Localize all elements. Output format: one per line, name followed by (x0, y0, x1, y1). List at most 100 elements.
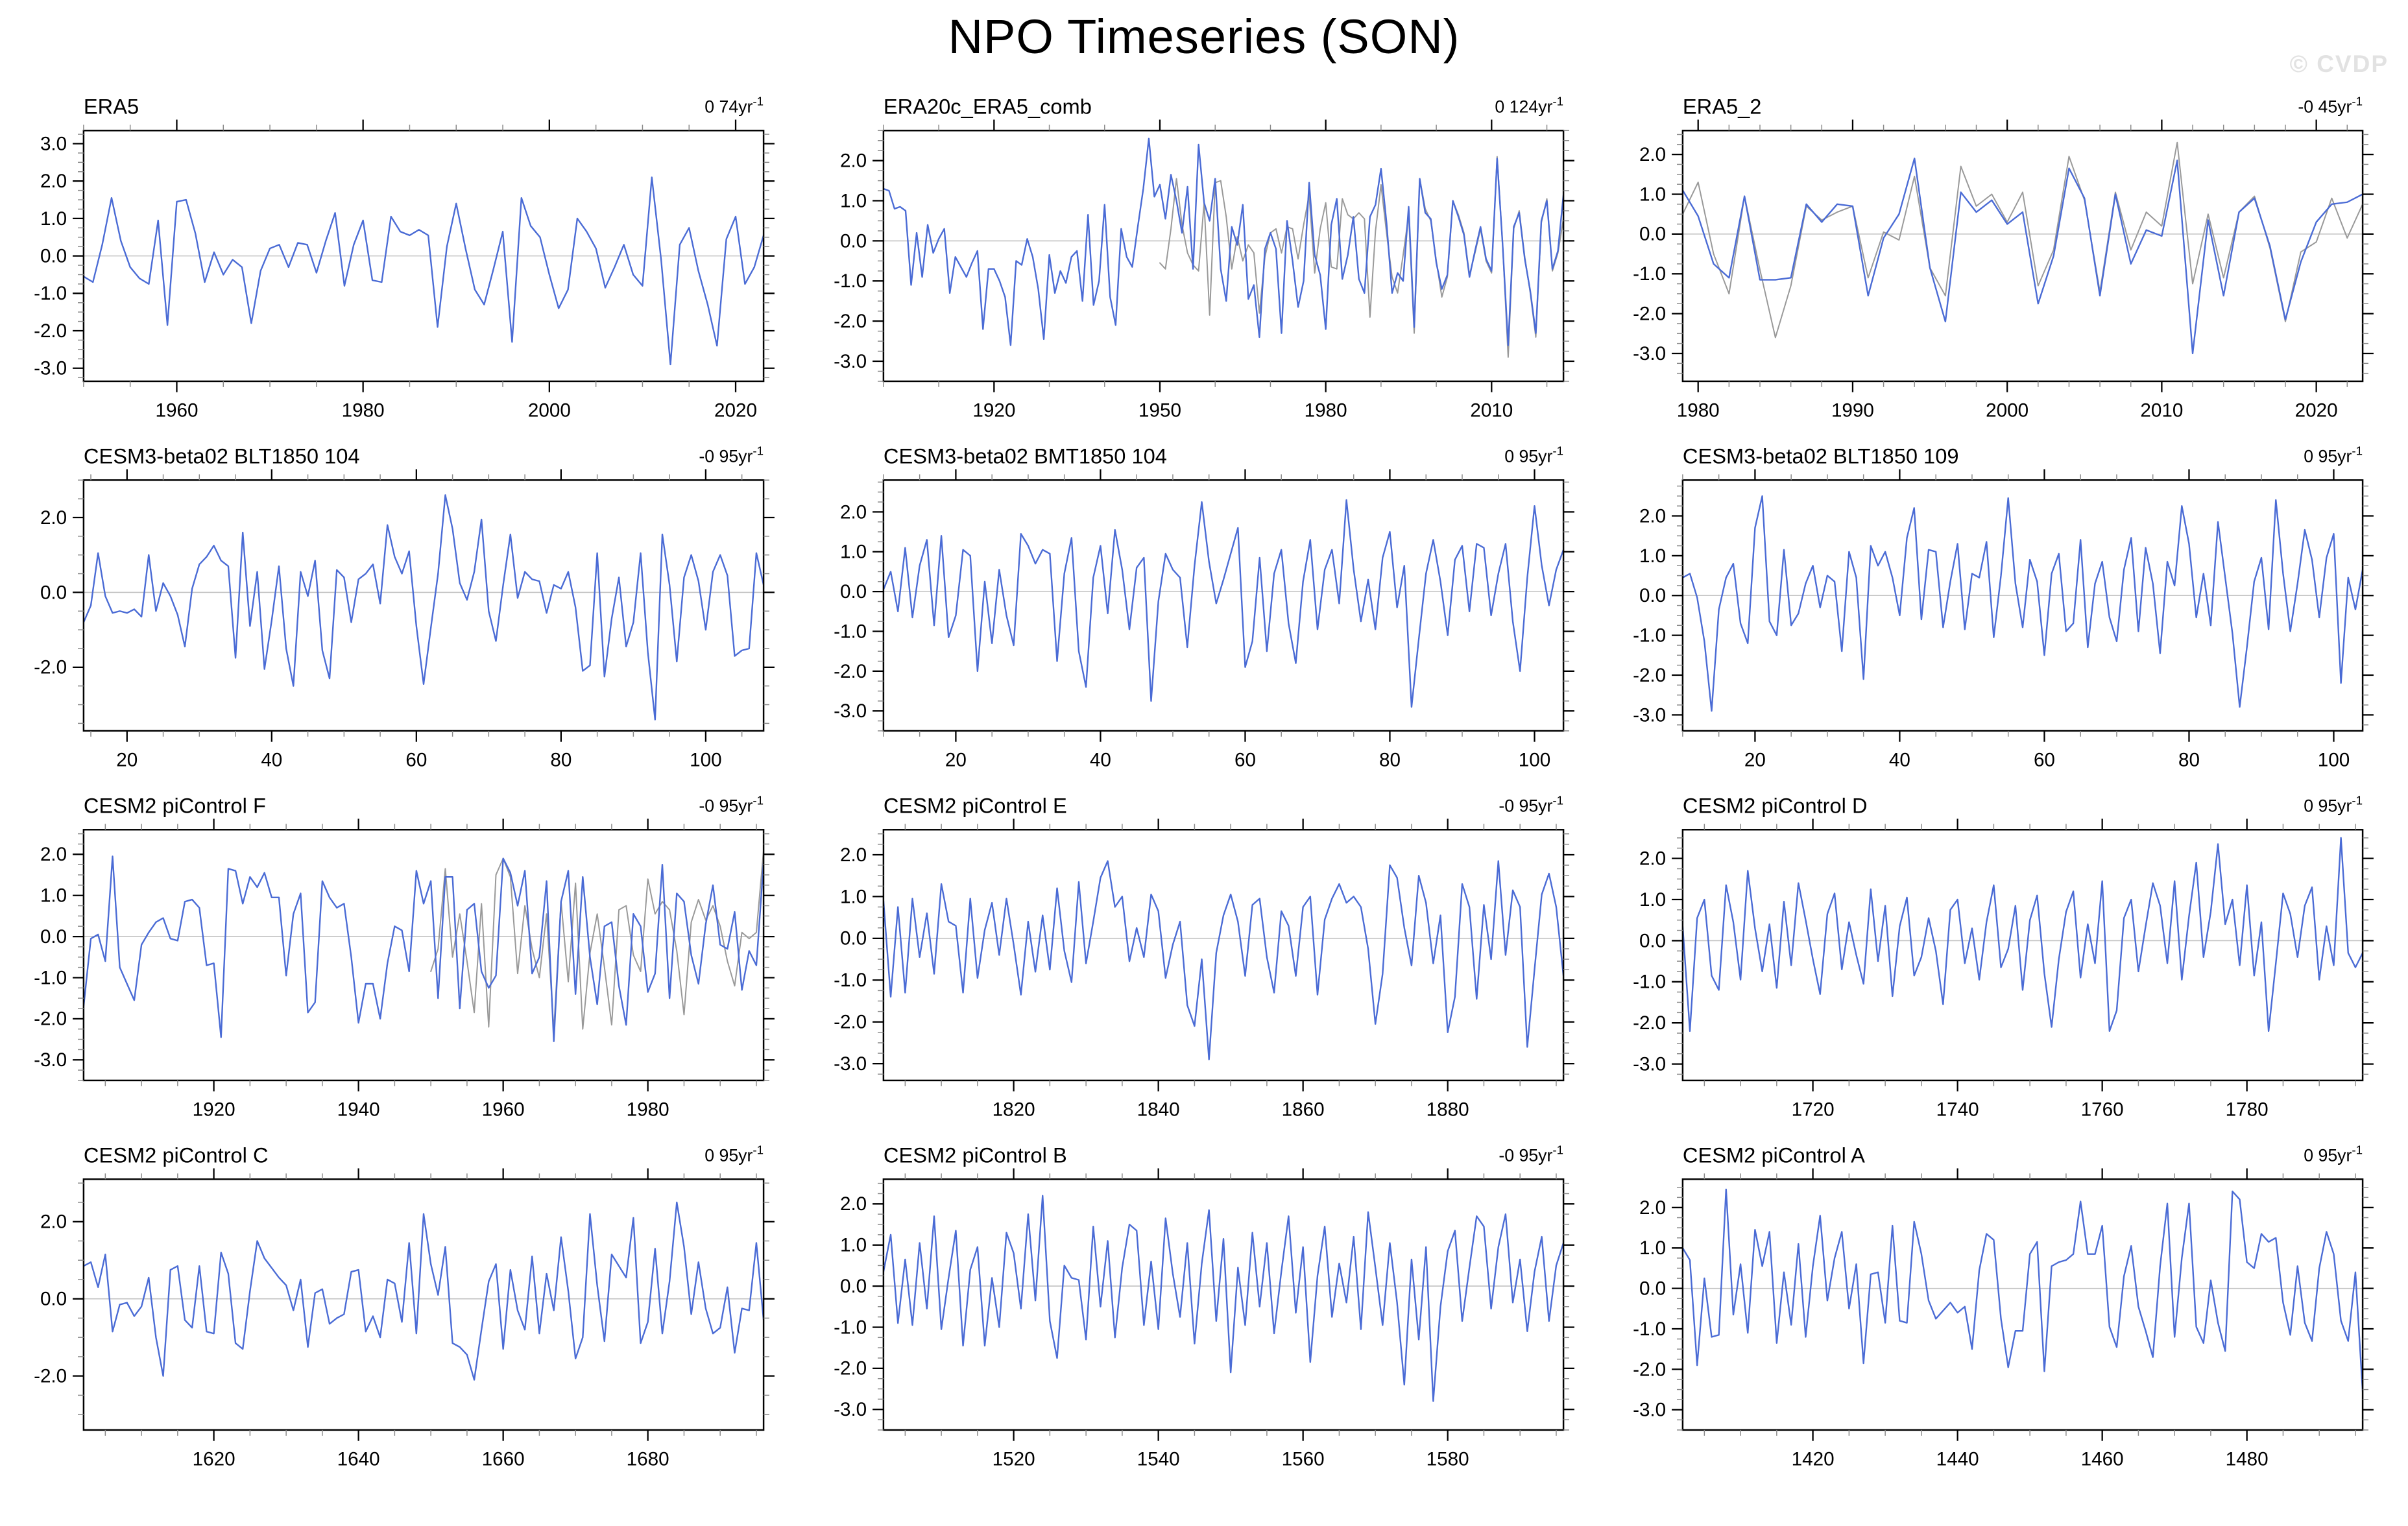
y-axis-label: -3.0 (834, 700, 867, 722)
y-axis-label: -3.0 (34, 358, 67, 379)
axis-ticks (872, 1168, 1574, 1441)
x-axis-label: 40 (261, 749, 282, 770)
chart-svg: 1960 1980 2000 2020 3.0 2.0 1.0 0.0 -1.0 -2.0 -3.0… (34, 95, 775, 421)
series-group (83, 494, 764, 721)
chart-svg: 1820 1840 1860 1880 2.0 1.0 0.0 -1.0 -2.0 -3.0 CES… (834, 793, 1574, 1120)
chart-panel-era20c-era5-comb: 1920 1950 1980 2010 2.0 1.0 0.0 -1.0 -2.0 -3.0 ERA… (819, 89, 1589, 439)
x-axis-label: 1760 (2081, 1099, 2124, 1120)
chart-title: ERA20c_ERA5_comb (884, 95, 1092, 119)
series-line-primary (883, 499, 1563, 708)
y-axis-label: 1.0 (1639, 184, 1666, 205)
y-axis-label: 2.0 (40, 844, 67, 865)
y-axis-label: -3.0 (834, 1399, 867, 1420)
y-axis-label: -2.0 (1633, 303, 1666, 324)
y-axis-label: -1.0 (834, 621, 867, 642)
x-axis-label: 1990 (1831, 399, 1874, 421)
y-axis-label: -3.0 (1633, 704, 1666, 726)
trend-label: 0 124yr-1 (1495, 95, 1563, 117)
chart-panel-cesm2-picontrol-e: 1820 1840 1860 1880 2.0 1.0 0.0 -1.0 -2.0 -3.0 CES… (819, 789, 1589, 1138)
chart-svg: 1980 1990 2000 2010 2020 2.0 1.0 0.0 -1.0 -2.0 -3.… (1633, 95, 2374, 421)
y-axis-label: -2.0 (34, 320, 67, 342)
y-axis-label: 2.0 (840, 150, 867, 172)
x-axis-label: 20 (945, 749, 967, 770)
y-axis-label: -3.0 (834, 1053, 867, 1075)
chart-svg: 1620 1640 1660 1680 2.0 0.0 -2.0 CESM2 piContro… (34, 1143, 775, 1470)
chart-title: CESM3-beta02 BMT1850 104 (884, 444, 1167, 468)
y-axis-label: -3.0 (34, 1049, 67, 1071)
y-axis-label: -2.0 (1633, 1012, 1666, 1034)
x-axis-label: 20 (116, 749, 138, 770)
x-axis-label: 80 (1379, 749, 1401, 770)
axis-labels: 20 40 60 80 100 2.0 1.0 0.0 -1.0 -2.0 -3.0 (1633, 505, 2350, 770)
axis-labels: 20 40 60 80 100 2.0 1.0 0.0 -1.0 -2.0 -3.0 (834, 501, 1550, 770)
plot-border (882, 130, 1564, 383)
x-axis-label: 2000 (528, 399, 571, 421)
series-line-primary (883, 1195, 1563, 1402)
trend-label: -0 95yr-1 (699, 444, 764, 466)
y-axis-label: 2.0 (840, 1193, 867, 1215)
y-axis-label: -2.0 (834, 1358, 867, 1379)
y-axis-label: 2.0 (40, 507, 67, 529)
y-axis-label: -2.0 (1633, 665, 1666, 686)
series-group (883, 137, 1563, 358)
series-line-primary (83, 494, 764, 721)
y-axis-label: -2.0 (34, 1008, 67, 1030)
plot-border (82, 828, 765, 1082)
chart-svg: 20 40 60 80 100 2.0 1.0 0.0 -1.0 -2.0 -3.0 CESM3-be… (1633, 444, 2374, 770)
x-axis-label: 80 (550, 749, 572, 770)
y-axis-label: 1.0 (840, 190, 867, 211)
chart-title: CESM3-beta02 BLT1850 104 (84, 444, 360, 468)
x-axis-label: 1920 (972, 399, 1015, 421)
chart-panel-cesm3-bmt1850-104: 20 40 60 80 100 2.0 1.0 0.0 -1.0 -2.0 -3.0 CESM3-be… (819, 439, 1589, 789)
x-axis-label: 1960 (155, 399, 198, 421)
x-axis-label: 1440 (1936, 1448, 1979, 1470)
chart-panel-era5: 1960 1980 2000 2020 3.0 2.0 1.0 0.0 -1.0 -2.0 -3.0… (19, 89, 789, 439)
plot-border (1681, 828, 2364, 1082)
series-line-primary (1683, 837, 2363, 1032)
series-line-secondary (1683, 141, 2363, 339)
axis-ticks (1672, 818, 2374, 1091)
chart-title: CESM2 piControl F (84, 793, 266, 817)
page-header: NPO Timeseries (SON) © CVDP (0, 0, 2408, 89)
y-axis-label: -1.0 (1633, 1318, 1666, 1340)
x-axis-label: 40 (1889, 749, 1910, 770)
x-axis-label: 100 (690, 749, 721, 770)
y-axis-label: 0.0 (840, 230, 867, 252)
x-axis-label: 1780 (2226, 1099, 2269, 1120)
x-axis-label: 1980 (1677, 399, 1720, 421)
y-axis-label: 1.0 (1639, 1237, 1666, 1259)
x-axis-label: 40 (1090, 749, 1111, 770)
x-axis-label: 1480 (2226, 1448, 2269, 1470)
y-axis-label: 0.0 (840, 581, 867, 602)
y-axis-label: -2.0 (834, 1011, 867, 1032)
trend-label: 0 95yr-1 (2304, 444, 2363, 466)
x-axis-label: 1860 (1281, 1099, 1324, 1120)
chart-title: ERA5 (84, 95, 139, 119)
axis-ticks (872, 119, 1574, 392)
axis-labels: 1420 1440 1460 1480 2.0 1.0 0.0 -1.0 -2.0 -3.0 (1633, 1197, 2269, 1470)
y-axis-label: 3.0 (40, 133, 67, 154)
trend-label: -0 95yr-1 (1499, 1143, 1563, 1165)
y-axis-label: 1.0 (840, 1234, 867, 1256)
chart-title: CESM2 piControl B (884, 1143, 1067, 1167)
series-line-primary (883, 137, 1563, 346)
x-axis-label: 1980 (627, 1099, 669, 1120)
y-axis-label: 0.0 (40, 246, 67, 267)
y-axis-label: -3.0 (1633, 1053, 1666, 1075)
y-axis-label: 2.0 (1639, 848, 1666, 869)
y-axis-label: 0.0 (840, 928, 867, 949)
x-axis-label: 80 (2178, 749, 2200, 770)
chart-panel-cesm2-picontrol-c: 1620 1640 1660 1680 2.0 0.0 -2.0 CESM2 piContro… (19, 1138, 789, 1488)
x-axis-label: 1840 (1137, 1099, 1179, 1120)
y-axis-label: -1.0 (1633, 625, 1666, 646)
chart-title: CESM2 piControl E (884, 793, 1067, 817)
x-axis-label: 100 (1518, 749, 1550, 770)
y-axis-label: -2.0 (34, 1365, 67, 1387)
chart-title: ERA5_2 (1683, 95, 1762, 119)
axis-ticks (1672, 1168, 2374, 1441)
chart-panel-cesm3-blt1850-104: 20 40 60 80 100 2.0 0.0 -2.0 CESM3-beta02 BLT185… (19, 439, 789, 789)
x-axis-label: 1980 (1304, 399, 1347, 421)
x-axis-label: 1680 (627, 1448, 669, 1470)
axis-labels: 1920 1950 1980 2010 2.0 1.0 0.0 -1.0 -2.0 -3.0 (834, 150, 1513, 422)
y-axis-label: -1.0 (1633, 263, 1666, 285)
